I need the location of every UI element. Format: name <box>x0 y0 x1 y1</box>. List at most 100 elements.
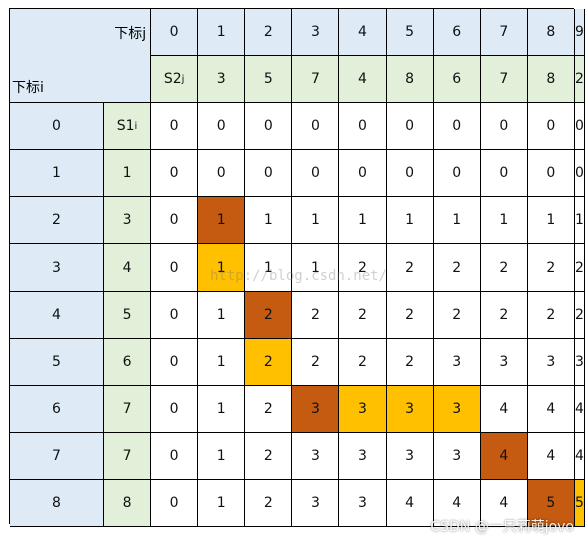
matrix-cell: 3 <box>339 432 387 480</box>
matrix-cell: 0 <box>574 103 585 151</box>
matrix-cell: 2 <box>527 244 575 292</box>
matrix-cell: 4 <box>527 385 575 433</box>
matrix-cell: 0 <box>151 291 199 339</box>
matrix-cell: 2 <box>339 291 387 339</box>
matrix-cell: 0 <box>151 244 199 292</box>
s2-value-cell: 6 <box>433 56 481 104</box>
matrix-cell: 0 <box>151 479 199 528</box>
matrix-cell: 0 <box>386 150 434 198</box>
matrix-cell-highlighted: 3 <box>292 385 340 433</box>
matrix-cell-highlighted: 2 <box>245 338 293 386</box>
matrix-cell: 1 <box>198 385 246 433</box>
matrix-cell: 2 <box>292 291 340 339</box>
s1-value-cell: 7 <box>104 432 152 480</box>
matrix-cell: 3 <box>339 479 387 528</box>
j-index-cell: 8 <box>527 9 575 57</box>
matrix-cell: 2 <box>245 432 293 480</box>
matrix-cell: 3 <box>292 479 340 528</box>
lcs-dp-table: 下标j 下标i 0 1 2 3 4 5 6 7 8 9 S2 j 3 5 7 4 8 6 7 8 2 0 S1 i 0 0 0 0 0 0… <box>9 8 585 528</box>
matrix-cell: 4 <box>574 432 585 480</box>
matrix-cell: 0 <box>245 150 293 198</box>
s2-label-cell-subscript: j <box>181 73 185 85</box>
matrix-cell: 4 <box>433 479 481 528</box>
matrix-cell: 0 <box>339 150 387 198</box>
matrix-cell: 3 <box>480 338 528 386</box>
matrix-cell-highlighted: 4 <box>480 432 528 480</box>
matrix-cell-highlighted: 1 <box>198 197 246 245</box>
s1-value-cell: 4 <box>104 244 152 292</box>
matrix-cell-highlighted: 1 <box>198 244 246 292</box>
s1-value-cell: 5 <box>104 291 152 339</box>
s2-value-cell: 2 <box>574 56 585 104</box>
s2-value-cell: 5 <box>245 56 293 104</box>
i-index-cell: 6 <box>10 385 104 433</box>
matrix-cell: 0 <box>386 103 434 151</box>
s2-value-cell: 8 <box>386 56 434 104</box>
matrix-cell-highlighted: 5 <box>574 479 585 528</box>
j-index-cell: 7 <box>480 9 528 57</box>
matrix-cell: 2 <box>245 385 293 433</box>
matrix-cell: 1 <box>527 197 575 245</box>
matrix-cell: 1 <box>198 338 246 386</box>
matrix-cell: 0 <box>339 103 387 151</box>
s2-label-cell-main: S2 <box>163 71 182 88</box>
matrix-cell: 4 <box>574 385 585 433</box>
matrix-cell-highlighted: 2 <box>245 291 293 339</box>
j-index-cell: 1 <box>198 9 246 57</box>
s1-label-cell-subscript: i <box>134 120 138 132</box>
matrix-cell: 4 <box>386 479 434 528</box>
matrix-cell: 2 <box>480 244 528 292</box>
i-index-cell: 4 <box>10 291 104 339</box>
matrix-cell: 1 <box>433 197 481 245</box>
j-index-cell: 9 <box>574 9 585 57</box>
matrix-cell: 0 <box>198 150 246 198</box>
s2-value-cell: 4 <box>339 56 387 104</box>
matrix-cell: 3 <box>433 338 481 386</box>
corner-header: 下标j 下标i <box>10 9 152 104</box>
matrix-cell-highlighted: 3 <box>339 385 387 433</box>
matrix-cell-highlighted: 3 <box>386 385 434 433</box>
matrix-cell: 2 <box>527 291 575 339</box>
matrix-cell: 0 <box>574 150 585 198</box>
matrix-cell: 2 <box>292 338 340 386</box>
matrix-cell: 3 <box>386 432 434 480</box>
s2-label-cell: S2 j <box>151 56 199 104</box>
matrix-cell: 0 <box>151 432 199 480</box>
matrix-cell: 0 <box>433 103 481 151</box>
matrix-cell: 0 <box>151 150 199 198</box>
j-index-cell: 6 <box>433 9 481 57</box>
matrix-cell: 1 <box>198 432 246 480</box>
matrix-cell: 0 <box>480 103 528 151</box>
matrix-cell: 0 <box>151 385 199 433</box>
matrix-cell: 0 <box>151 103 199 151</box>
matrix-cell: 0 <box>480 150 528 198</box>
matrix-cell: 0 <box>292 103 340 151</box>
matrix-cell: 0 <box>292 150 340 198</box>
j-index-cell: 4 <box>339 9 387 57</box>
matrix-cell: 2 <box>339 244 387 292</box>
s2-value-cell: 8 <box>527 56 575 104</box>
matrix-cell: 1 <box>245 197 293 245</box>
i-index-cell: 0 <box>10 103 104 151</box>
matrix-cell: 0 <box>151 197 199 245</box>
i-index-cell: 3 <box>10 244 104 292</box>
credit-text: CSDN @一只莉萌jovo <box>430 519 574 535</box>
s1-value-cell: 3 <box>104 197 152 245</box>
matrix-cell: 3 <box>574 338 585 386</box>
matrix-cell: 1 <box>480 197 528 245</box>
j-index-cell: 5 <box>386 9 434 57</box>
matrix-cell: 3 <box>433 432 481 480</box>
i-index-cell: 8 <box>10 479 104 528</box>
matrix-cell: 0 <box>527 103 575 151</box>
matrix-cell: 2 <box>386 244 434 292</box>
index-i-label: 下标i <box>12 80 44 97</box>
i-index-cell: 5 <box>10 338 104 386</box>
j-index-cell: 2 <box>245 9 293 57</box>
matrix-cell: 2 <box>480 291 528 339</box>
i-index-cell: 1 <box>10 150 104 198</box>
matrix-cell: 2 <box>339 338 387 386</box>
matrix-cell: 0 <box>245 103 293 151</box>
matrix-cell: 4 <box>480 385 528 433</box>
s1-label-cell: S1 i <box>104 103 152 151</box>
matrix-cell: 1 <box>245 244 293 292</box>
